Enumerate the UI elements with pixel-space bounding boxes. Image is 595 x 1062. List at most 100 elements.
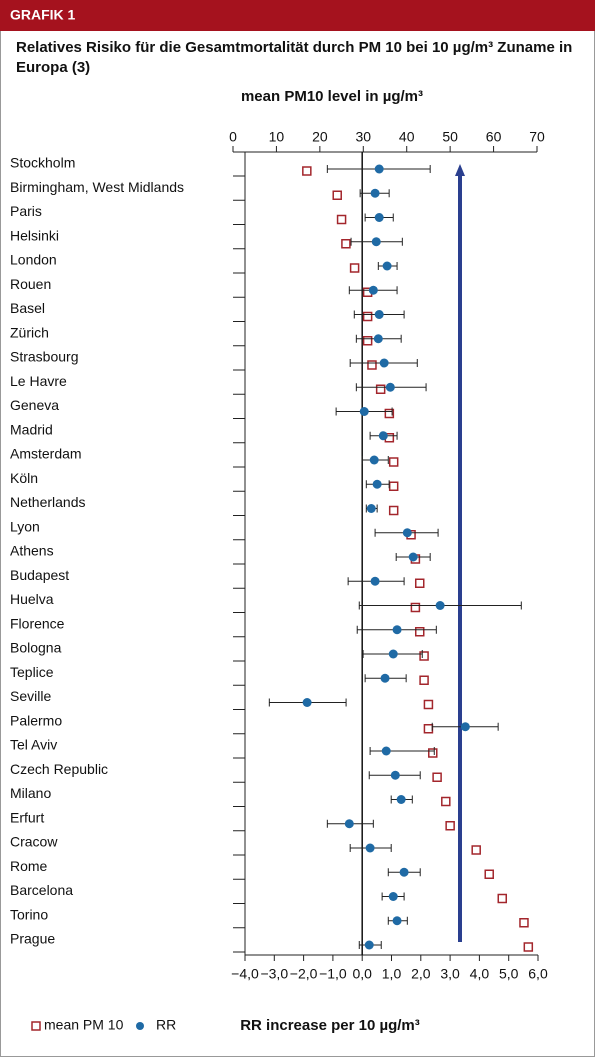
- rr-point: [392, 625, 402, 635]
- rr-point: [379, 358, 389, 368]
- x2-tick-label: 0,0: [352, 966, 372, 982]
- category-label: Palermo: [10, 712, 62, 728]
- category-label: Paris: [10, 203, 42, 219]
- category-label: Rouen: [10, 276, 51, 292]
- rr-point: [385, 382, 395, 392]
- x2-tick-label: 4,0: [470, 966, 490, 982]
- rr-point: [408, 552, 418, 562]
- x2-tick-label: 3,0: [440, 966, 460, 982]
- category-label: Rome: [10, 858, 48, 874]
- rr-point: [371, 237, 381, 247]
- pm10-marker: [410, 602, 421, 613]
- pm10-marker: [432, 772, 442, 782]
- category-label: Strasbourg: [10, 349, 78, 365]
- pm10-marker: [484, 869, 494, 879]
- rr-point: [359, 407, 369, 416]
- category-label: London: [10, 252, 57, 268]
- rr-point: [388, 892, 398, 901]
- pm10-marker: [423, 724, 434, 734]
- title-box: Relatives Risiko für die Gesamtmortalitä…: [16, 39, 573, 76]
- category-label: Lyon: [10, 518, 40, 534]
- rr-point: [399, 867, 409, 877]
- x2-tick-label: 1,0: [382, 966, 402, 982]
- pm10-marker: [414, 627, 425, 637]
- category-label: Milano: [10, 785, 51, 801]
- x-tick-label: 20: [312, 129, 328, 145]
- legend-label: RR: [156, 1017, 176, 1033]
- category-label: Barcelona: [10, 882, 73, 898]
- x-tick-label: 30: [355, 129, 371, 145]
- pm10-marker: [423, 699, 434, 710]
- category-label: Geneva: [10, 397, 59, 413]
- legend-marker: [136, 1022, 144, 1030]
- category-label: Tel Aviv: [10, 737, 57, 753]
- x-tick-label: 0: [229, 129, 237, 145]
- x2-tick-label: 6,0: [528, 966, 548, 982]
- pm10-marker: [388, 505, 399, 516]
- rr-point: [378, 431, 388, 441]
- pm10-marker: [445, 821, 455, 831]
- rr-point: [374, 213, 384, 222]
- category-label: Birmingham, West Midlands: [10, 179, 184, 195]
- x2-tick-label: 5,0: [499, 966, 519, 982]
- arrow-head: [455, 164, 465, 176]
- rr-point: [390, 770, 400, 780]
- category-label: Cracow: [10, 834, 58, 850]
- category-label: Czech Republic: [10, 761, 108, 777]
- rr-point: [369, 455, 379, 465]
- rr-point: [382, 261, 392, 271]
- x2-tick-label: −4,0: [231, 966, 259, 982]
- category-label: Amsterdam: [10, 446, 82, 462]
- pm10-marker: [384, 408, 395, 419]
- category-label: Torino: [10, 906, 48, 922]
- pm10-marker: [349, 263, 360, 273]
- x-tick-label: 10: [269, 129, 285, 145]
- category-label: Madrid: [10, 421, 53, 437]
- category-label: Erfurt: [10, 809, 44, 825]
- x2-tick-label: 2,0: [411, 966, 431, 982]
- legend-label: mean PM 10: [44, 1017, 124, 1033]
- category-label: Le Havre: [10, 373, 67, 389]
- x2-tick-label: −1,0: [319, 966, 347, 982]
- x-tick-label: 40: [399, 129, 415, 145]
- rr-point: [302, 698, 312, 707]
- pm10-marker: [375, 384, 386, 394]
- x2-axis-title: RR increase per 10 µg/m³: [240, 1017, 420, 1034]
- rr-point: [460, 722, 470, 732]
- banner: [0, 0, 595, 31]
- pm10-marker: [441, 796, 451, 807]
- rr-point: [374, 164, 384, 174]
- pm10-marker: [419, 651, 429, 661]
- rr-point: [381, 746, 391, 756]
- category-label: Netherlands: [10, 494, 86, 510]
- rr-point: [344, 819, 354, 829]
- pm10-marker: [336, 214, 347, 225]
- banner-title: GRAFIK 1: [10, 7, 76, 23]
- category-label: Florence: [10, 615, 65, 631]
- pm10-marker: [414, 578, 425, 588]
- category-label: Helsinki: [10, 227, 59, 243]
- legend-marker: [31, 1021, 41, 1031]
- category-label: Stockholm: [10, 155, 75, 171]
- category-label: Basel: [10, 300, 45, 316]
- rr-point: [366, 504, 376, 513]
- category-label: Bologna: [10, 640, 62, 656]
- pm10-marker: [362, 336, 373, 346]
- category-label: Köln: [10, 470, 38, 486]
- chart-title: Relatives Risiko für die Gesamtmortalitä…: [16, 39, 573, 76]
- x2-tick-label: −2,0: [290, 966, 318, 982]
- pm10-marker: [497, 893, 508, 904]
- pm10-marker: [388, 481, 399, 491]
- category-label: Athens: [10, 543, 54, 559]
- rr-point: [396, 795, 406, 804]
- rr-point: [370, 188, 380, 198]
- rr-point: [435, 601, 445, 610]
- x2-tick-label: −3,0: [260, 966, 288, 982]
- category-label: Zürich: [10, 324, 49, 340]
- rr-point: [370, 576, 380, 586]
- x-tick-label: 50: [442, 129, 458, 145]
- rr-point: [388, 649, 398, 659]
- pm10-marker: [519, 918, 529, 928]
